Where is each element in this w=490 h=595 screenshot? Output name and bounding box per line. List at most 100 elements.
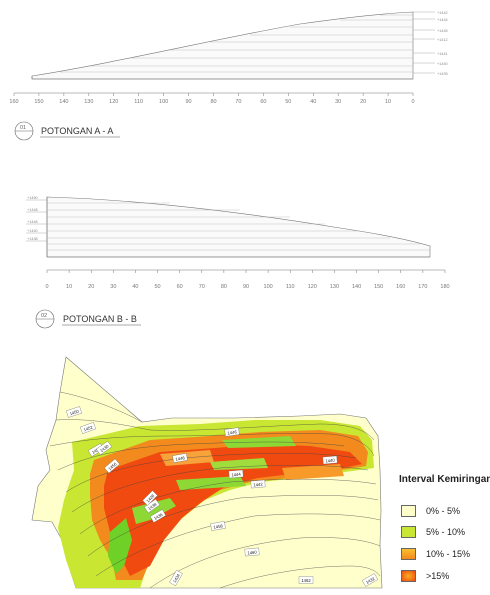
legend-swatch-0-5 [401, 505, 416, 517]
axis-a-tick-label: 30 [335, 99, 341, 105]
axis-b-tick-label: 20 [88, 284, 94, 290]
elev-a-3: +1445 [437, 29, 448, 33]
axis-a-tick-label: 100 [159, 99, 168, 105]
axis-b-tick-label: 70 [199, 284, 205, 290]
contour-label: 1440 [322, 455, 338, 465]
svg-text:1432: 1432 [365, 576, 376, 585]
map-zone-10-15-b [282, 464, 344, 480]
section-a-elevation-markers [413, 11, 435, 74]
legend-title: Interval Kemiringan: [399, 474, 490, 485]
map-zone-gt15 [104, 444, 362, 576]
section-a-axis-ticks: 160 150 140 130 120 110 100 90 80 70 60 50 40 30 20 10 0 [9, 93, 415, 105]
axis-a-tick-label: 130 [84, 99, 93, 105]
axis-a-tick-label: 90 [186, 99, 192, 105]
axis-b-tick-label: 30 [110, 284, 116, 290]
contour-label: 1452 [80, 422, 96, 434]
axis-a-tick-label: 60 [260, 99, 266, 105]
section-b-axis-ticks: 0 10 20 30 40 50 60 70 80 90 100 110 120 130 140 150 160… [45, 270, 450, 290]
axis-a-tick-label: 150 [34, 99, 43, 105]
axis-a-tick-label: 20 [360, 99, 366, 105]
legend-swatch-gt15 [401, 570, 416, 582]
svg-text:1460: 1460 [247, 550, 257, 556]
elev-a-7: +1439 [437, 72, 448, 76]
elev-a-4: +1412 [437, 38, 448, 42]
elev-b-1: +1450 [27, 196, 38, 200]
contour-label: 1462 [298, 576, 314, 584]
axis-a-tick-label: 110 [134, 99, 143, 105]
axis-b-tick-label: 120 [308, 284, 317, 290]
legend-item-5-10: 5% - 10% [401, 526, 490, 540]
section-b-profile [46, 196, 431, 258]
section-b-elevation-markers [26, 199, 47, 242]
axis-a-tick-label: 40 [310, 99, 316, 105]
svg-text:1450: 1450 [69, 408, 80, 416]
map-zone-5-10-d [176, 476, 246, 490]
section-a-number: 01 [20, 125, 26, 131]
section-b-title: POTONGAN B - B [63, 314, 137, 324]
svg-text:1458: 1458 [213, 523, 224, 530]
map-zone-5-10-c [132, 498, 176, 524]
axis-a-tick-label: 80 [210, 99, 216, 105]
axis-a-tick-label: 50 [285, 99, 291, 105]
legend-item-0-5: 0% - 5% [401, 505, 490, 519]
map-contours [49, 391, 381, 589]
contour-label: 1450 [66, 406, 82, 418]
svg-text:1448: 1448 [175, 455, 186, 462]
section-a-hatch [60, 14, 413, 73]
section-b-number: 02 [41, 313, 47, 319]
contour-label: 1460 [244, 547, 260, 557]
svg-text:1436: 1436 [153, 512, 164, 521]
svg-text:1452: 1452 [83, 424, 94, 432]
axis-b-tick-label: 160 [396, 284, 405, 290]
svg-text:1442: 1442 [253, 482, 263, 488]
svg-text:1456: 1456 [107, 461, 118, 471]
axis-b-tick-label: 50 [154, 284, 160, 290]
svg-text:1428: 1428 [145, 493, 156, 504]
contour-label: 1432 [361, 573, 379, 587]
map-zone-5-10-e [210, 458, 268, 470]
svg-text:1462: 1462 [301, 578, 311, 583]
svg-text:1454: 1454 [91, 446, 102, 455]
elev-a-5: +1441 [437, 52, 448, 56]
axis-b-tick-label: 110 [286, 284, 295, 290]
axis-b-tick-label: 150 [374, 284, 383, 290]
map-zone-5-10-b [108, 518, 132, 574]
elev-b-2: +1448 [27, 208, 38, 212]
axis-a-tick-label: 70 [235, 99, 241, 105]
elev-b-4: +1440 [27, 229, 38, 233]
contour-label: 1456 [104, 458, 120, 474]
axis-b-tick-label: 130 [330, 284, 339, 290]
legend-label-5-10: 5% - 10% [426, 527, 466, 537]
contour-label: 1430 [96, 440, 112, 456]
elev-a-1: +1442 [437, 11, 448, 15]
contour-label: 1446 [224, 427, 240, 437]
axis-b-tick-label: 0 [45, 284, 48, 290]
axis-b-tick-label: 100 [264, 284, 273, 290]
axis-b-tick-label: 90 [243, 284, 249, 290]
legend-item-gt15: >15% [401, 570, 490, 584]
contour-label: 1458 [210, 521, 226, 531]
legend-label-0-5: 0% - 5% [426, 506, 461, 516]
axis-b-tick-label: 40 [132, 284, 138, 290]
svg-text:1430: 1430 [99, 443, 110, 453]
svg-text:1438: 1438 [147, 501, 158, 511]
legend-label-10-15: 10% - 15% [426, 549, 471, 559]
legend-swatch-5-10 [401, 526, 416, 538]
axis-b-tick-label: 180 [440, 284, 449, 290]
contour-label: 1448 [172, 453, 188, 463]
axis-a-tick-label: 10 [385, 99, 391, 105]
axis-b-tick-label: 140 [352, 284, 361, 290]
axis-b-tick-label: 60 [177, 284, 183, 290]
elev-b-3: +1446 [27, 220, 38, 224]
svg-text:1444: 1444 [231, 472, 241, 478]
axis-b-tick-label: 10 [66, 284, 72, 290]
axis-b-tick-label: 80 [221, 284, 227, 290]
elev-a-2: +1444 [437, 18, 448, 22]
axis-a-tick-label: 140 [59, 99, 68, 105]
svg-text:1440: 1440 [325, 458, 335, 464]
elev-a-6: +1440 [437, 62, 448, 66]
axis-b-tick-label: 170 [418, 284, 427, 290]
